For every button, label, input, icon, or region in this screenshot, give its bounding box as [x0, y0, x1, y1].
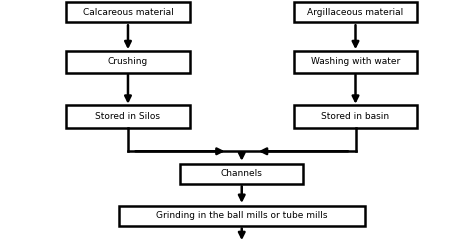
Bar [294, 51, 417, 73]
Text: Channels: Channels [221, 169, 263, 178]
Bar [66, 105, 190, 128]
Text: Washing with water: Washing with water [311, 58, 400, 66]
Bar [294, 2, 417, 22]
Text: Crushing: Crushing [108, 58, 148, 66]
Bar [66, 2, 190, 22]
Bar [180, 164, 303, 184]
Text: Stored in basin: Stored in basin [321, 112, 390, 121]
Bar [118, 206, 365, 226]
Text: Stored in Silos: Stored in Silos [95, 112, 161, 121]
Text: Calcareous material: Calcareous material [82, 8, 173, 17]
Text: Grinding in the ball mills or tube mills: Grinding in the ball mills or tube mills [156, 211, 328, 220]
Bar [294, 105, 417, 128]
Bar [66, 51, 190, 73]
Text: Argillaceous material: Argillaceous material [307, 8, 404, 17]
